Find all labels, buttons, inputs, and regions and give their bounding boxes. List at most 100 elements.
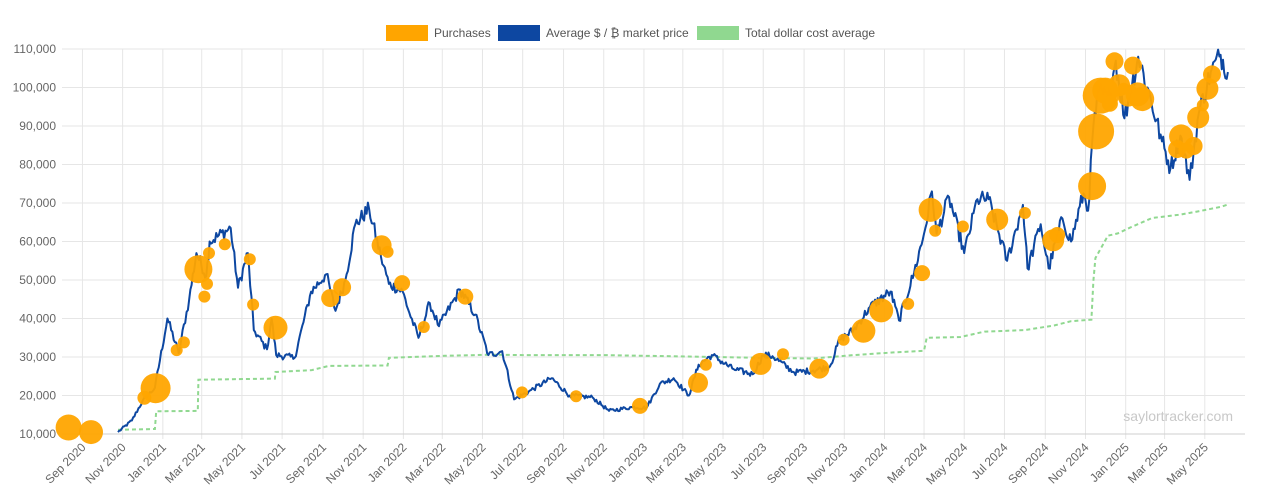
y-tick-label: 90,000 xyxy=(19,119,56,133)
y-tick-label: 50,000 xyxy=(19,273,56,287)
purchase-bubble[interactable] xyxy=(247,298,260,311)
purchase-bubble[interactable] xyxy=(1049,227,1066,243)
purchase-bubble[interactable] xyxy=(1203,65,1221,84)
y-tick-label: 30,000 xyxy=(19,350,56,364)
y-tick-label: 80,000 xyxy=(19,158,56,172)
purchase-bubble[interactable] xyxy=(699,358,712,371)
purchase-bubble[interactable] xyxy=(570,390,583,403)
legend-swatch-market-price xyxy=(498,25,540,41)
purchase-bubble[interactable] xyxy=(851,318,876,343)
x-tick-label: Jul 2024 xyxy=(969,440,1011,482)
y-tick-label: 70,000 xyxy=(19,196,56,210)
legend-item-market-price[interactable]: Average $ / ₿ market price xyxy=(498,25,689,41)
y-tick-label: 110,000 xyxy=(14,42,57,56)
x-tick-label: Nov 2023 xyxy=(804,440,850,486)
y-tick-label: 20,000 xyxy=(19,389,56,403)
x-tick-label: Sep 2024 xyxy=(1005,440,1051,486)
purchase-bubble[interactable] xyxy=(1184,137,1203,155)
purchase-bubble[interactable] xyxy=(1105,52,1124,71)
purchase-bubble[interactable] xyxy=(1187,106,1210,129)
purchase-bubble[interactable] xyxy=(321,289,340,308)
x-tick-label: Sep 2023 xyxy=(764,440,810,486)
purchase-bubble[interactable] xyxy=(394,275,411,292)
x-tick-label: Sep 2022 xyxy=(523,440,569,486)
legend-item-cost-average[interactable]: Total dollar cost average xyxy=(697,26,875,40)
x-tick-label: Jul 2021 xyxy=(246,440,288,482)
legend-swatch-cost-average xyxy=(697,26,739,40)
x-tick-label: Nov 2020 xyxy=(83,440,129,486)
purchase-bubble[interactable] xyxy=(516,386,528,399)
purchase-bubble[interactable] xyxy=(381,245,394,258)
purchase-bubble[interactable] xyxy=(632,397,648,414)
x-tick-label: Jan 2025 xyxy=(1087,440,1132,485)
purchase-bubble[interactable] xyxy=(201,277,213,290)
x-tick-label: Jul 2022 xyxy=(487,440,529,482)
grid xyxy=(62,48,1245,439)
x-tick-label: Jan 2023 xyxy=(605,440,650,485)
x-tick-label: May 2022 xyxy=(441,440,488,487)
purchase-bubble[interactable] xyxy=(170,344,183,357)
x-tick-label: Nov 2021 xyxy=(323,440,369,486)
purchase-bubble[interactable] xyxy=(914,265,931,282)
y-tick-label: 40,000 xyxy=(19,312,56,326)
x-tick-label: Jan 2024 xyxy=(846,440,891,485)
purchase-bubble[interactable] xyxy=(140,373,171,404)
legend: Purchases Average $ / ₿ market price Tot… xyxy=(386,25,875,41)
purchase-bubble[interactable] xyxy=(986,208,1009,231)
purchases-series xyxy=(55,52,1221,445)
purchase-bubble[interactable] xyxy=(809,358,830,379)
legend-item-purchases[interactable]: Purchases xyxy=(386,25,491,41)
purchase-bubble[interactable] xyxy=(203,247,215,260)
x-tick-label: Nov 2022 xyxy=(564,440,610,486)
purchase-bubble[interactable] xyxy=(902,297,915,310)
x-tick-label: Jul 2023 xyxy=(727,440,769,482)
x-tick-label: Nov 2024 xyxy=(1045,440,1091,486)
purchase-bubble[interactable] xyxy=(837,333,850,346)
purchase-bubble[interactable] xyxy=(929,224,942,237)
purchase-bubble[interactable] xyxy=(869,298,894,323)
purchase-bubble[interactable] xyxy=(198,290,211,303)
purchase-bubble[interactable] xyxy=(956,220,969,233)
purchase-bubble[interactable] xyxy=(218,238,231,251)
purchase-bubble[interactable] xyxy=(688,372,708,393)
purchase-bubble[interactable] xyxy=(457,288,474,305)
purchase-bubble[interactable] xyxy=(1078,172,1107,201)
y-tick-label: 60,000 xyxy=(19,235,56,249)
purchase-bubble[interactable] xyxy=(243,253,256,266)
purchase-bubble[interactable] xyxy=(417,321,430,333)
purchase-bubble[interactable] xyxy=(1124,56,1142,75)
purchase-bubble[interactable] xyxy=(1101,95,1118,112)
purchase-bubble[interactable] xyxy=(1196,99,1209,112)
purchase-bubble[interactable] xyxy=(777,348,789,361)
market-price-line xyxy=(117,48,1229,433)
cost-average-line xyxy=(117,203,1229,431)
purchase-bubble[interactable] xyxy=(177,336,190,349)
legend-label-market-price: Average $ / ₿ market price xyxy=(546,26,689,40)
x-tick-label: May 2024 xyxy=(923,440,970,487)
x-tick-label: Jan 2021 xyxy=(124,440,169,485)
watermark: saylortracker.com xyxy=(1123,408,1233,424)
cost-average-series xyxy=(117,203,1229,431)
purchase-bubble[interactable] xyxy=(1130,87,1155,112)
purchase-bubble[interactable] xyxy=(79,420,103,445)
purchase-bubble[interactable] xyxy=(263,315,288,340)
purchase-bubble[interactable] xyxy=(1078,113,1115,150)
purchase-bubble[interactable] xyxy=(918,197,943,222)
y-tick-label: 10,000 xyxy=(19,427,56,441)
x-tick-label: Sep 2020 xyxy=(42,440,88,486)
purchase-bubble[interactable] xyxy=(184,255,213,284)
legend-swatch-purchases xyxy=(386,25,428,41)
purchase-bubble[interactable] xyxy=(333,278,352,297)
legend-label-purchases: Purchases xyxy=(434,26,491,40)
purchase-bubble[interactable] xyxy=(55,414,82,441)
x-tick-label: May 2021 xyxy=(201,440,248,487)
x-tick-label: May 2025 xyxy=(1164,440,1211,487)
x-tick-label: Jan 2022 xyxy=(365,440,410,485)
purchase-bubble[interactable] xyxy=(749,352,772,375)
market-price-series xyxy=(117,48,1229,433)
purchase-bubble[interactable] xyxy=(1018,207,1031,219)
y-tick-label: 100,000 xyxy=(13,81,57,95)
